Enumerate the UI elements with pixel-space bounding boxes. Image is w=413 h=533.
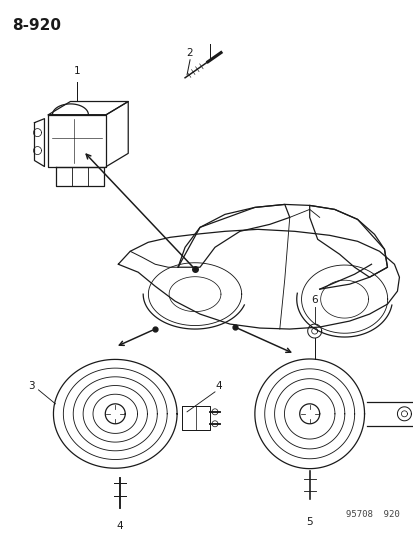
Text: 4: 4 [215, 381, 222, 391]
Text: 5: 5 [306, 516, 312, 527]
Text: 3: 3 [28, 381, 35, 391]
Text: 4: 4 [116, 521, 123, 530]
Text: 2: 2 [186, 48, 193, 58]
Text: 8-920: 8-920 [12, 18, 62, 33]
Text: 6: 6 [311, 295, 317, 305]
Text: 95708  920: 95708 920 [345, 510, 399, 519]
Text: 1: 1 [74, 66, 80, 76]
